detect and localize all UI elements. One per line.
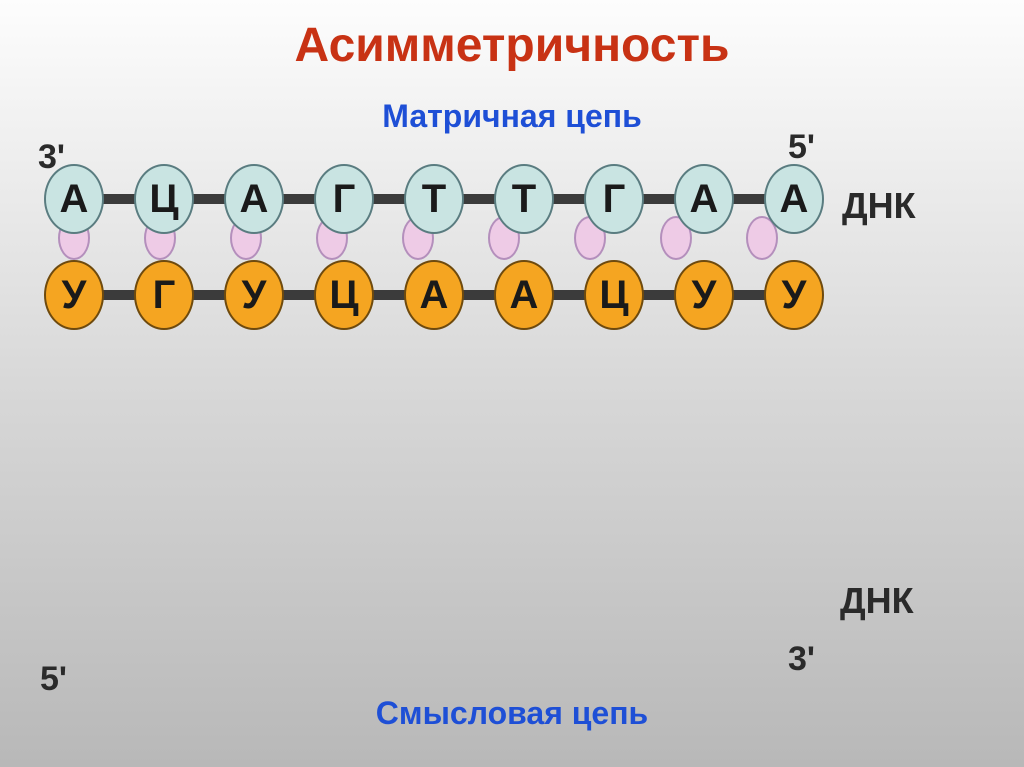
backbone-bond (552, 290, 586, 300)
backbone-bond (642, 290, 676, 300)
end-5-prime-top-right: 5' (788, 128, 815, 167)
nucleotide-bottom: А (494, 260, 554, 330)
nucleotide-bottom: У (764, 260, 824, 330)
nucleotide-top: Г (314, 164, 374, 234)
backbone-bond (372, 194, 406, 204)
backbone-bond (282, 290, 316, 300)
backbone-bond (732, 194, 766, 204)
backbone-bond (102, 194, 136, 204)
backbone-bond (462, 194, 496, 204)
nucleotide-top: Ц (134, 164, 194, 234)
nucleotide-bottom: А (404, 260, 464, 330)
template-strand-row: А Ц А Г Т Т Г А А (44, 164, 824, 234)
nucleotide-bottom: У (674, 260, 734, 330)
nucleotide-top: А (224, 164, 284, 234)
nucleotide-top: А (764, 164, 824, 234)
nucleotide-top: Т (404, 164, 464, 234)
backbone-bond (372, 290, 406, 300)
coding-strand-row: У Г У Ц А А Ц У У (44, 260, 824, 330)
subtitle-sense-strand: Смысловая цепь (0, 695, 1024, 732)
nucleotide-top: Г (584, 164, 644, 234)
dnk-label-bottom: ДНК (840, 580, 914, 622)
backbone-bond (282, 194, 316, 204)
dnk-label-top: ДНК (842, 185, 916, 227)
nucleotide-top: Т (494, 164, 554, 234)
backbone-bond (102, 290, 136, 300)
nucleotide-top: А (44, 164, 104, 234)
end-3-prime-bottom-right: 3' (788, 640, 815, 679)
nucleotide-bottom: У (44, 260, 104, 330)
nucleotide-bottom: Ц (584, 260, 644, 330)
page-title: Асимметричность (0, 18, 1024, 73)
backbone-bond (552, 194, 586, 204)
nucleotide-bottom: Ц (314, 260, 374, 330)
backbone-bond (732, 290, 766, 300)
nucleotide-top: А (674, 164, 734, 234)
backbone-bond (192, 194, 226, 204)
backbone-bond (642, 194, 676, 204)
subtitle-template-strand: Матричная цепь (0, 98, 1024, 135)
nucleotide-bottom: У (224, 260, 284, 330)
end-5-prime-bottom-left: 5' (40, 660, 67, 699)
backbone-bond (462, 290, 496, 300)
nucleotide-bottom: Г (134, 260, 194, 330)
backbone-bond (192, 290, 226, 300)
